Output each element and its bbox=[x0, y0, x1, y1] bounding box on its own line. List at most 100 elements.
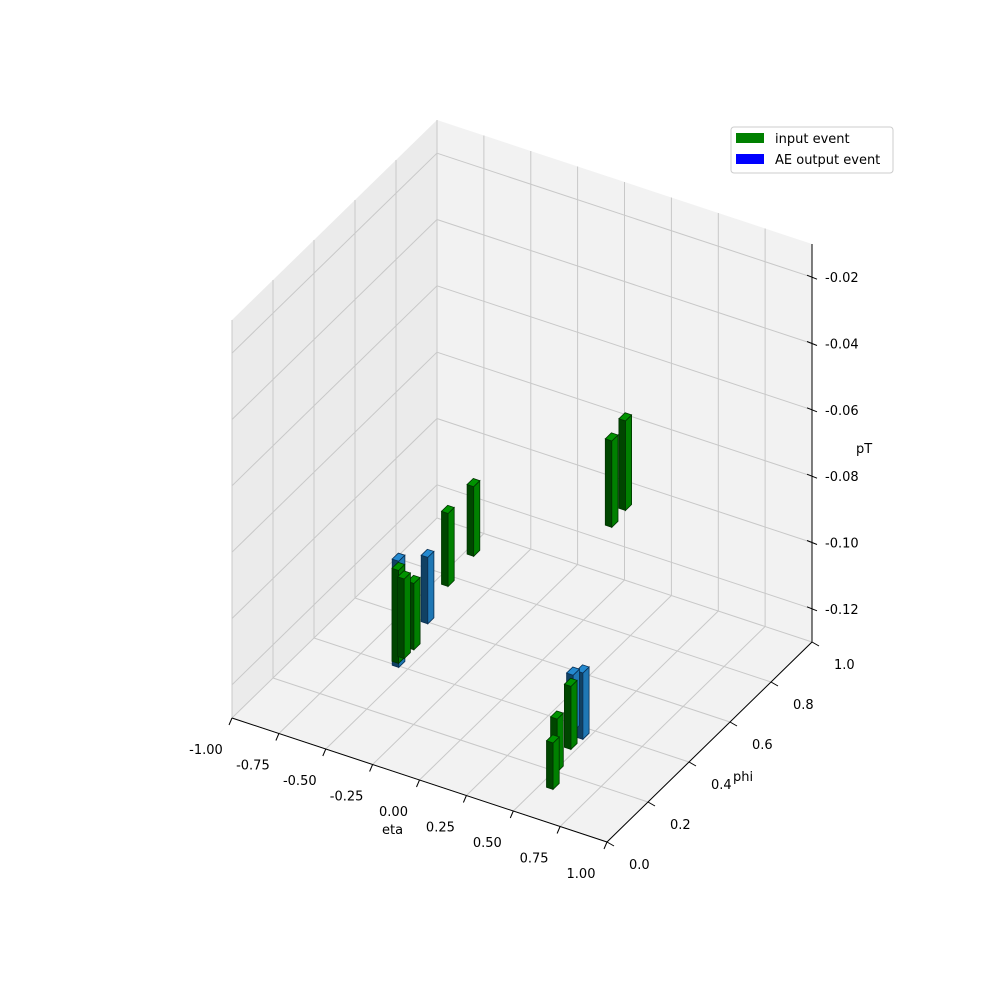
bar-face-side bbox=[473, 479, 481, 558]
grid-line-x-floor bbox=[372, 564, 578, 765]
z-tick-mark bbox=[806, 341, 818, 346]
legend: input event AE output event bbox=[730, 126, 894, 174]
bar-face-side bbox=[427, 550, 435, 625]
bar-face-front bbox=[564, 683, 572, 750]
bars bbox=[391, 412, 633, 791]
input-event-bar bbox=[466, 478, 481, 558]
grid-line-z-back bbox=[436, 285, 813, 411]
y-tick-mark bbox=[647, 801, 656, 807]
bar-face-top bbox=[545, 734, 560, 744]
bar-face-top bbox=[565, 666, 581, 676]
x-tick-mark bbox=[275, 733, 280, 741]
grid-line-z-left bbox=[231, 418, 438, 619]
x-tick-mark bbox=[228, 717, 233, 726]
x-tick-mark bbox=[369, 764, 374, 772]
y-axis-line bbox=[606, 641, 813, 843]
y-tick-mark bbox=[688, 761, 697, 767]
x-tick-mark bbox=[603, 841, 608, 850]
axis-lines bbox=[228, 244, 820, 850]
bar-face-front bbox=[397, 576, 405, 660]
legend-box bbox=[730, 126, 894, 174]
legend-label-input-event: input event bbox=[775, 132, 850, 147]
bar-face-top bbox=[466, 478, 481, 488]
x-tick-label: 0.00 bbox=[379, 805, 408, 820]
z-tick-mark bbox=[806, 274, 818, 280]
x-tick-label: 0.25 bbox=[426, 821, 455, 836]
bar-face-front bbox=[441, 510, 449, 588]
y-tick-label: 0.2 bbox=[670, 818, 691, 833]
legend-label-ae-output-event: AE output event bbox=[775, 153, 880, 168]
grid-line-x-floor bbox=[325, 548, 532, 750]
grid-line-x-floor bbox=[419, 579, 625, 781]
x-tick-mark bbox=[416, 779, 420, 788]
bar-face-front bbox=[604, 438, 613, 528]
x-tick-label: -0.25 bbox=[330, 790, 364, 805]
bar-face-side bbox=[582, 666, 590, 741]
legend-swatch-ae-output-event bbox=[736, 154, 764, 164]
x-axis-label: eta bbox=[382, 823, 403, 838]
input-event-bar bbox=[604, 432, 619, 529]
x-tick-label: 0.50 bbox=[473, 836, 502, 851]
grid-line-z-back bbox=[436, 484, 813, 610]
x-tick-mark bbox=[509, 810, 514, 819]
bar-face-top bbox=[391, 561, 406, 571]
x-tick-mark bbox=[462, 795, 467, 803]
z-tick-mark bbox=[806, 473, 818, 479]
input-event-bar bbox=[440, 504, 455, 588]
y-tick-mark bbox=[729, 721, 738, 727]
input-event-bar bbox=[618, 412, 633, 512]
y-tick-label: 0.0 bbox=[629, 858, 650, 873]
y-axis-label: phi bbox=[733, 770, 753, 785]
y-tick-label: 0.6 bbox=[752, 738, 773, 753]
bar-face-side bbox=[625, 413, 632, 512]
bar-face-top bbox=[420, 548, 435, 558]
x-tick-label: 1.00 bbox=[567, 867, 596, 882]
input-event-bar bbox=[545, 734, 560, 791]
bar-face-side bbox=[447, 506, 455, 588]
grid-line-z-left bbox=[231, 285, 438, 487]
bar-face-top bbox=[549, 710, 565, 720]
y-tick-mark bbox=[770, 681, 779, 687]
bar-face-top bbox=[618, 412, 633, 422]
input-event-bar bbox=[396, 570, 412, 660]
y-tick-label: 1.0 bbox=[834, 658, 855, 673]
x-tick-label: -0.50 bbox=[283, 774, 317, 789]
bar-face-top bbox=[440, 504, 455, 514]
bar-face-side bbox=[570, 679, 578, 751]
grid-line-z-left bbox=[231, 152, 438, 354]
grid-line-z-left bbox=[231, 351, 438, 553]
z-tick-mark bbox=[806, 540, 818, 545]
grid-line-z-left bbox=[231, 484, 438, 686]
z-tick-label: -0.06 bbox=[825, 404, 859, 419]
y-tick-label: 0.8 bbox=[793, 698, 814, 713]
bar-face-front bbox=[546, 740, 554, 790]
bar-face-top bbox=[391, 552, 406, 562]
bar-face-side bbox=[413, 576, 421, 651]
bar-face-side bbox=[552, 736, 560, 791]
y-tick-mark bbox=[811, 641, 820, 647]
x-tick-label: -1.00 bbox=[189, 743, 223, 758]
x-tick-mark bbox=[322, 748, 327, 757]
grid-line-z-left bbox=[231, 219, 438, 420]
bar-face-side bbox=[611, 434, 619, 529]
bar-face-front bbox=[618, 418, 626, 512]
input-event-bar bbox=[563, 677, 578, 751]
axis-panes bbox=[232, 120, 812, 842]
z-tick-mark bbox=[806, 407, 818, 413]
y-tick-label: 0.4 bbox=[711, 778, 732, 793]
legend-swatch-input-event bbox=[736, 133, 764, 143]
grid-line-x-floor bbox=[231, 517, 438, 719]
ae-output-bar bbox=[420, 548, 435, 625]
x-tick-mark bbox=[556, 826, 561, 834]
grid-line-y-floor bbox=[436, 517, 813, 643]
bar-face-side bbox=[403, 572, 411, 660]
bar-face-front bbox=[466, 483, 475, 557]
bar-face-top bbox=[563, 677, 578, 687]
grid-line-y-floor bbox=[395, 557, 772, 683]
grid-line-y-floor bbox=[313, 637, 690, 763]
z-tick-label: -0.10 bbox=[825, 537, 859, 552]
z-tick-mark bbox=[806, 606, 818, 612]
y-tick-mark bbox=[606, 841, 615, 847]
z-tick-label: -0.02 bbox=[825, 271, 859, 286]
